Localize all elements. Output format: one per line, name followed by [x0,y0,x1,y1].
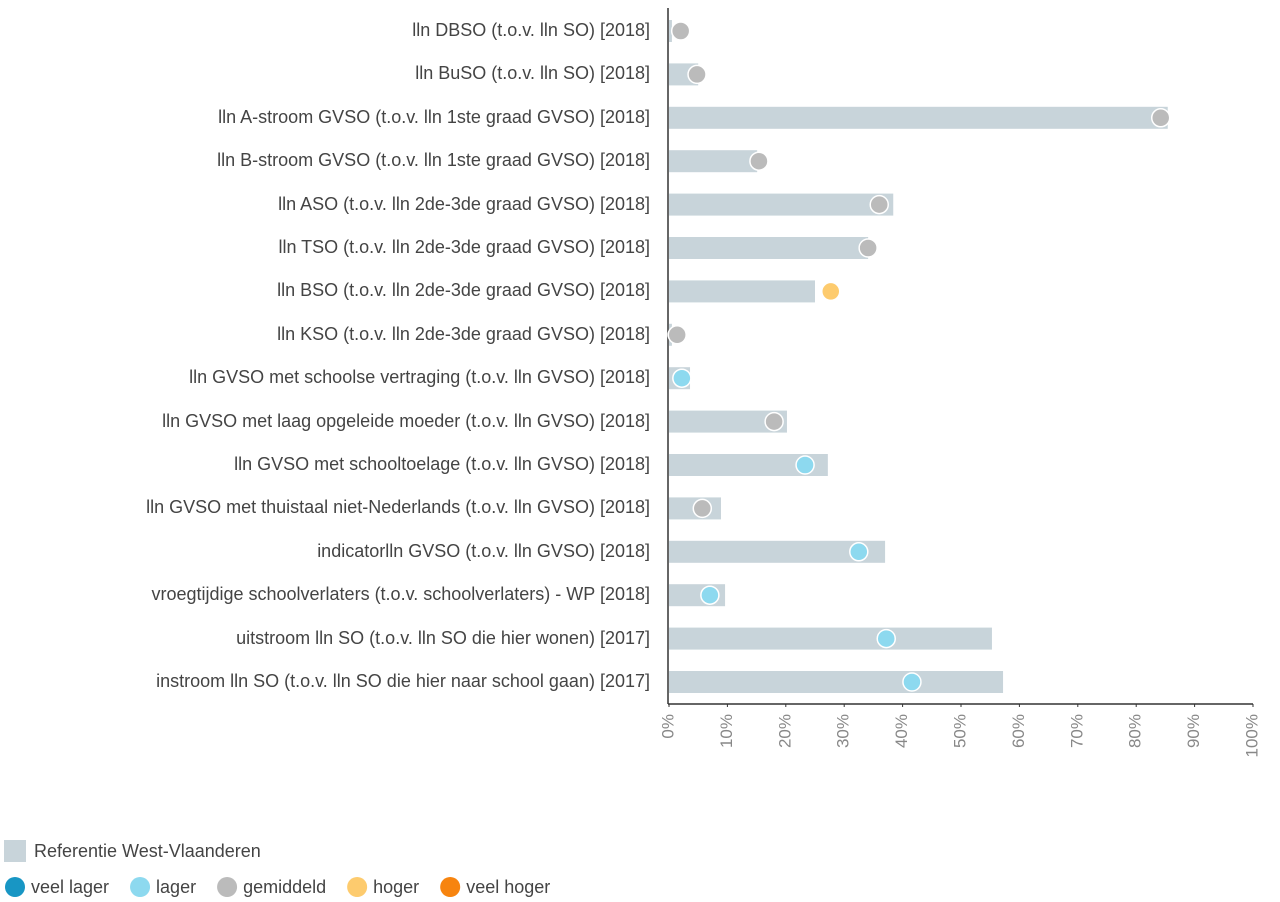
legend-label: veel hoger [466,877,550,897]
bar [669,193,894,216]
bar [669,540,886,563]
bar [669,150,758,173]
category-label: lln GVSO met schoolse vertraging (t.o.v.… [189,367,650,388]
bar [669,237,869,259]
category-label: lln BSO (t.o.v. lln 2de-3de graad GVSO) … [277,280,650,301]
category-label: lln KSO (t.o.v. lln 2de-3de graad GVSO) … [277,323,650,344]
marker [687,64,707,85]
legend-label: hoger [373,877,419,897]
x-tick-label: 100% [1242,714,1261,757]
marker [821,281,841,302]
category-label: lln A-stroom GVSO (t.o.v. lln 1ste graad… [218,106,650,127]
category-label: lln GVSO met laag opgeleide moeder (t.o.… [162,410,650,431]
x-tick-label: 0% [658,714,677,739]
legend-label: lager [156,877,196,897]
bar [669,671,1004,693]
category-label: vroegtijdige schoolverlaters (t.o.v. sch… [151,584,650,605]
bar [669,627,992,650]
marker [876,628,896,649]
category-label: uitstroom lln SO (t.o.v. lln SO die hier… [236,627,650,648]
marker [667,325,687,345]
marker [670,21,691,41]
legend-dot [440,877,461,897]
x-tick-label: 10% [717,714,736,748]
bar [669,410,787,433]
marker [849,542,869,562]
category-label: lln DBSO (t.o.v. lln SO) [2018] [412,20,650,40]
legend-swatch [4,840,26,862]
x-tick-label: 30% [834,714,853,748]
bar [669,454,828,476]
x-tick-label: 20% [775,714,794,748]
category-label: lln B-stroom GVSO (t.o.v. lln 1ste graad… [217,150,650,171]
marker [1150,108,1171,128]
marker [858,238,878,258]
legend-label: gemiddeld [243,877,326,897]
category-label: lln TSO (t.o.v. lln 2de-3de graad GVSO) … [278,237,650,257]
marker [764,411,784,432]
marker [700,585,720,605]
category-label: lln GVSO met schooltoelage (t.o.v. lln G… [234,454,650,474]
legend-label: veel lager [31,877,109,897]
legend-label: Referentie West-Vlaanderen [34,841,261,861]
x-tick-label: 70% [1067,714,1086,748]
marker [692,498,713,519]
category-label: lln GVSO met thuistaal niet-Nederlands (… [146,497,650,518]
x-tick-label: 50% [950,714,969,748]
bar [669,106,1168,129]
marker [902,672,922,692]
x-tick-label: 60% [1009,714,1028,748]
x-tick-label: 40% [892,714,911,748]
x-tick-label: 80% [1126,714,1145,748]
legend-dot [5,877,25,897]
legend-dot [347,877,368,897]
marker [795,455,815,475]
marker [869,194,889,215]
category-label: indicatorlln GVSO (t.o.v. lln GVSO) [201… [317,540,650,561]
x-tick-label: 90% [1184,714,1203,748]
marker [672,368,692,388]
category-label: lln ASO (t.o.v. lln 2de-3de graad GVSO) … [278,193,650,214]
category-label: lln BuSO (t.o.v. lln SO) [2018] [415,63,650,84]
bar [669,280,815,303]
legend-dot [130,877,151,897]
category-label: instroom lln SO (t.o.v. lln SO die hier … [156,671,650,691]
legend-dot [217,877,238,897]
marker [749,151,769,171]
bar [669,20,672,42]
